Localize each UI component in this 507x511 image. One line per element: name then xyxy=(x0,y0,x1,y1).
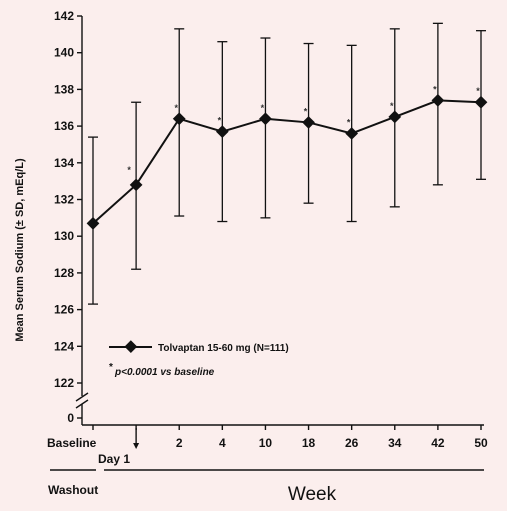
significance-star: * xyxy=(304,106,308,116)
washout-label: Washout xyxy=(48,483,98,497)
period-labels: Washout Week xyxy=(48,469,484,505)
y-tick-label: 136 xyxy=(54,119,74,133)
x-tick-label: 42 xyxy=(431,436,445,450)
y-tick-label: 138 xyxy=(54,82,74,96)
data-point xyxy=(302,116,315,129)
significance-star: * xyxy=(127,165,131,175)
y-tick-label: 132 xyxy=(54,193,74,207)
significance-star: * xyxy=(347,117,351,127)
axis-break-mark xyxy=(75,399,89,409)
y-tick-label: 140 xyxy=(54,46,74,60)
x-tick-label: 18 xyxy=(302,436,316,450)
significance-star: * xyxy=(476,86,480,96)
significance-star: * xyxy=(174,103,178,113)
legend: Tolvaptan 15-60 mg (N=111) * p<0.0001 vs… xyxy=(109,340,289,378)
y-tick-label: 130 xyxy=(54,229,74,243)
x-tick-label: 10 xyxy=(259,436,273,450)
y-tick-label: 124 xyxy=(54,339,74,353)
data-point xyxy=(474,95,488,109)
x-tick-label: 26 xyxy=(345,436,359,450)
series-line xyxy=(92,99,482,225)
y-tick-label: 126 xyxy=(54,303,74,317)
axis-break-mark xyxy=(75,392,89,402)
day1-pointer-arrow xyxy=(133,443,140,449)
x-tick-label: 50 xyxy=(474,436,488,450)
legend-diamond-marker xyxy=(124,340,138,354)
data-point xyxy=(172,112,186,126)
y-axis: 122 124 126 128 130 132 134 136 138 140 142 0 xyxy=(54,9,89,425)
y-tick-label: 122 xyxy=(54,376,74,390)
x-axis-title: Week xyxy=(288,484,337,505)
y-tick-label: 134 xyxy=(54,156,74,170)
y-tick-label: 0 xyxy=(67,411,74,425)
significance-star: * xyxy=(261,103,265,113)
footnote-star: * xyxy=(109,362,113,373)
y-axis-title: Mean Serum Sodium (± SD, mEq/L) xyxy=(14,158,26,342)
data-point xyxy=(86,216,100,230)
data-point xyxy=(431,94,445,107)
y-tick-label: 128 xyxy=(54,266,74,280)
data-point xyxy=(345,127,359,140)
data-point xyxy=(215,125,229,138)
x-tick-label: 4 xyxy=(219,436,226,450)
data-point xyxy=(259,112,272,126)
error-bars xyxy=(88,22,486,305)
significance-markers: * * * * * * * * * xyxy=(127,84,480,174)
data-point xyxy=(388,110,402,124)
significance-star: * xyxy=(433,84,437,94)
x-tick-label: Baseline xyxy=(47,436,97,450)
data-markers xyxy=(86,94,488,230)
y-tick-label: 142 xyxy=(54,9,74,23)
x-tick-label: 2 xyxy=(176,436,183,450)
x-tick-label: Day 1 xyxy=(98,452,130,466)
data-point xyxy=(129,178,143,192)
significance-star: * xyxy=(390,101,394,111)
footnote-text: p<0.0001 vs baseline xyxy=(114,367,215,378)
x-tick-label: 34 xyxy=(388,436,402,450)
legend-label: Tolvaptan 15-60 mg (N=111) xyxy=(158,343,289,354)
significance-star: * xyxy=(218,116,222,126)
